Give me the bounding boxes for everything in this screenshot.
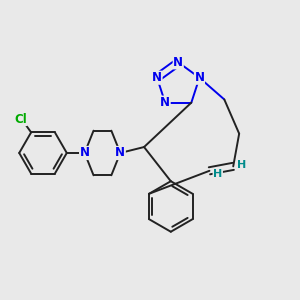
Text: H: H [213, 169, 222, 179]
Text: N: N [173, 56, 183, 69]
Text: N: N [160, 96, 170, 109]
Text: N: N [152, 71, 162, 84]
Text: Cl: Cl [14, 112, 27, 125]
Text: H: H [237, 160, 246, 170]
Text: N: N [80, 146, 90, 160]
Text: N: N [194, 71, 204, 84]
Text: N: N [115, 146, 125, 160]
